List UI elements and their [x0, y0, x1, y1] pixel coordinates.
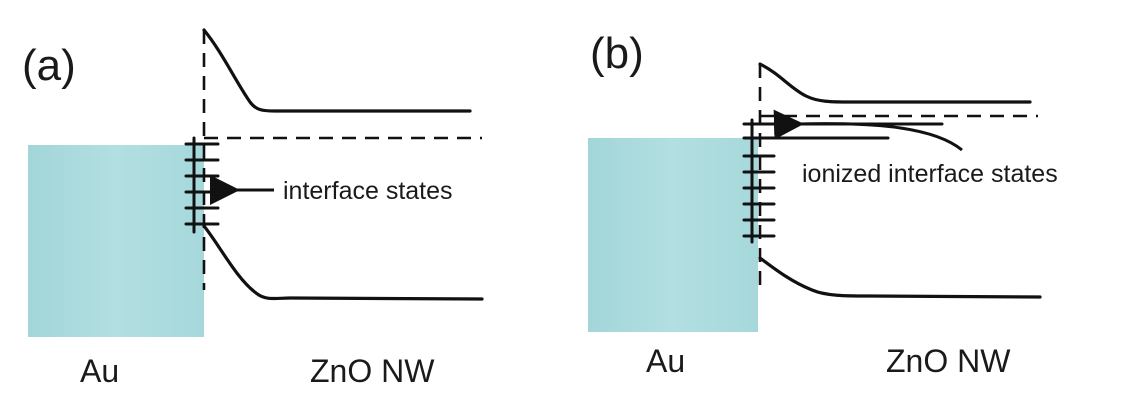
panel-a-valence-band [202, 224, 484, 301]
panel-a-conduction-band [202, 28, 472, 113]
panel-a-au-metal-block [28, 145, 204, 337]
panel-b-semiconductor-label: ZnO NW [886, 343, 1011, 379]
panel-b-conduction-band [758, 62, 1032, 104]
panel-b-annotation-arrow [773, 109, 963, 152]
panel-a-annotation: interface states [283, 177, 453, 205]
panel-a-metal-label: Au [80, 353, 119, 389]
panel-b-valence-band [758, 256, 1042, 299]
panel-a: (a) interface states Au ZnO NW [22, 28, 484, 389]
panel-b: (b) ionized interface states Au ZnO NW [588, 29, 1058, 379]
panel-b-tag: (b) [590, 29, 644, 78]
panel-b-au-metal-block [588, 138, 758, 332]
panel-a-semiconductor-label: ZnO NW [310, 353, 435, 389]
panel-a-tag: (a) [22, 41, 76, 90]
panel-b-annotation: ionized interface states [802, 160, 1058, 188]
panel-b-metal-label: Au [646, 343, 685, 379]
